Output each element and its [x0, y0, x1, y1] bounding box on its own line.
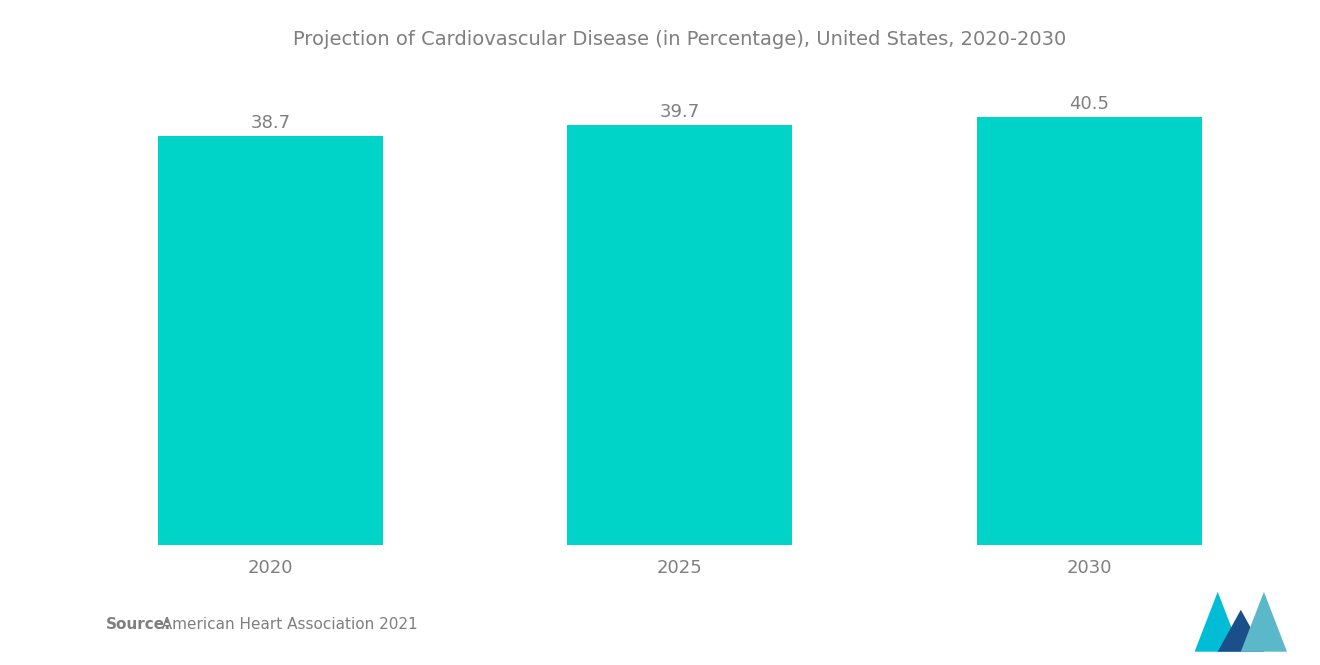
Text: American Heart Association 2021: American Heart Association 2021: [152, 616, 417, 632]
Text: 39.7: 39.7: [660, 103, 700, 121]
Bar: [977, 117, 1201, 545]
Text: 38.7: 38.7: [251, 114, 290, 132]
Bar: [568, 125, 792, 545]
Text: 40.5: 40.5: [1069, 94, 1109, 112]
Text: Source:: Source:: [106, 616, 172, 632]
Title: Projection of Cardiovascular Disease (in Percentage), United States, 2020-2030: Projection of Cardiovascular Disease (in…: [293, 30, 1067, 49]
Bar: [158, 136, 383, 545]
